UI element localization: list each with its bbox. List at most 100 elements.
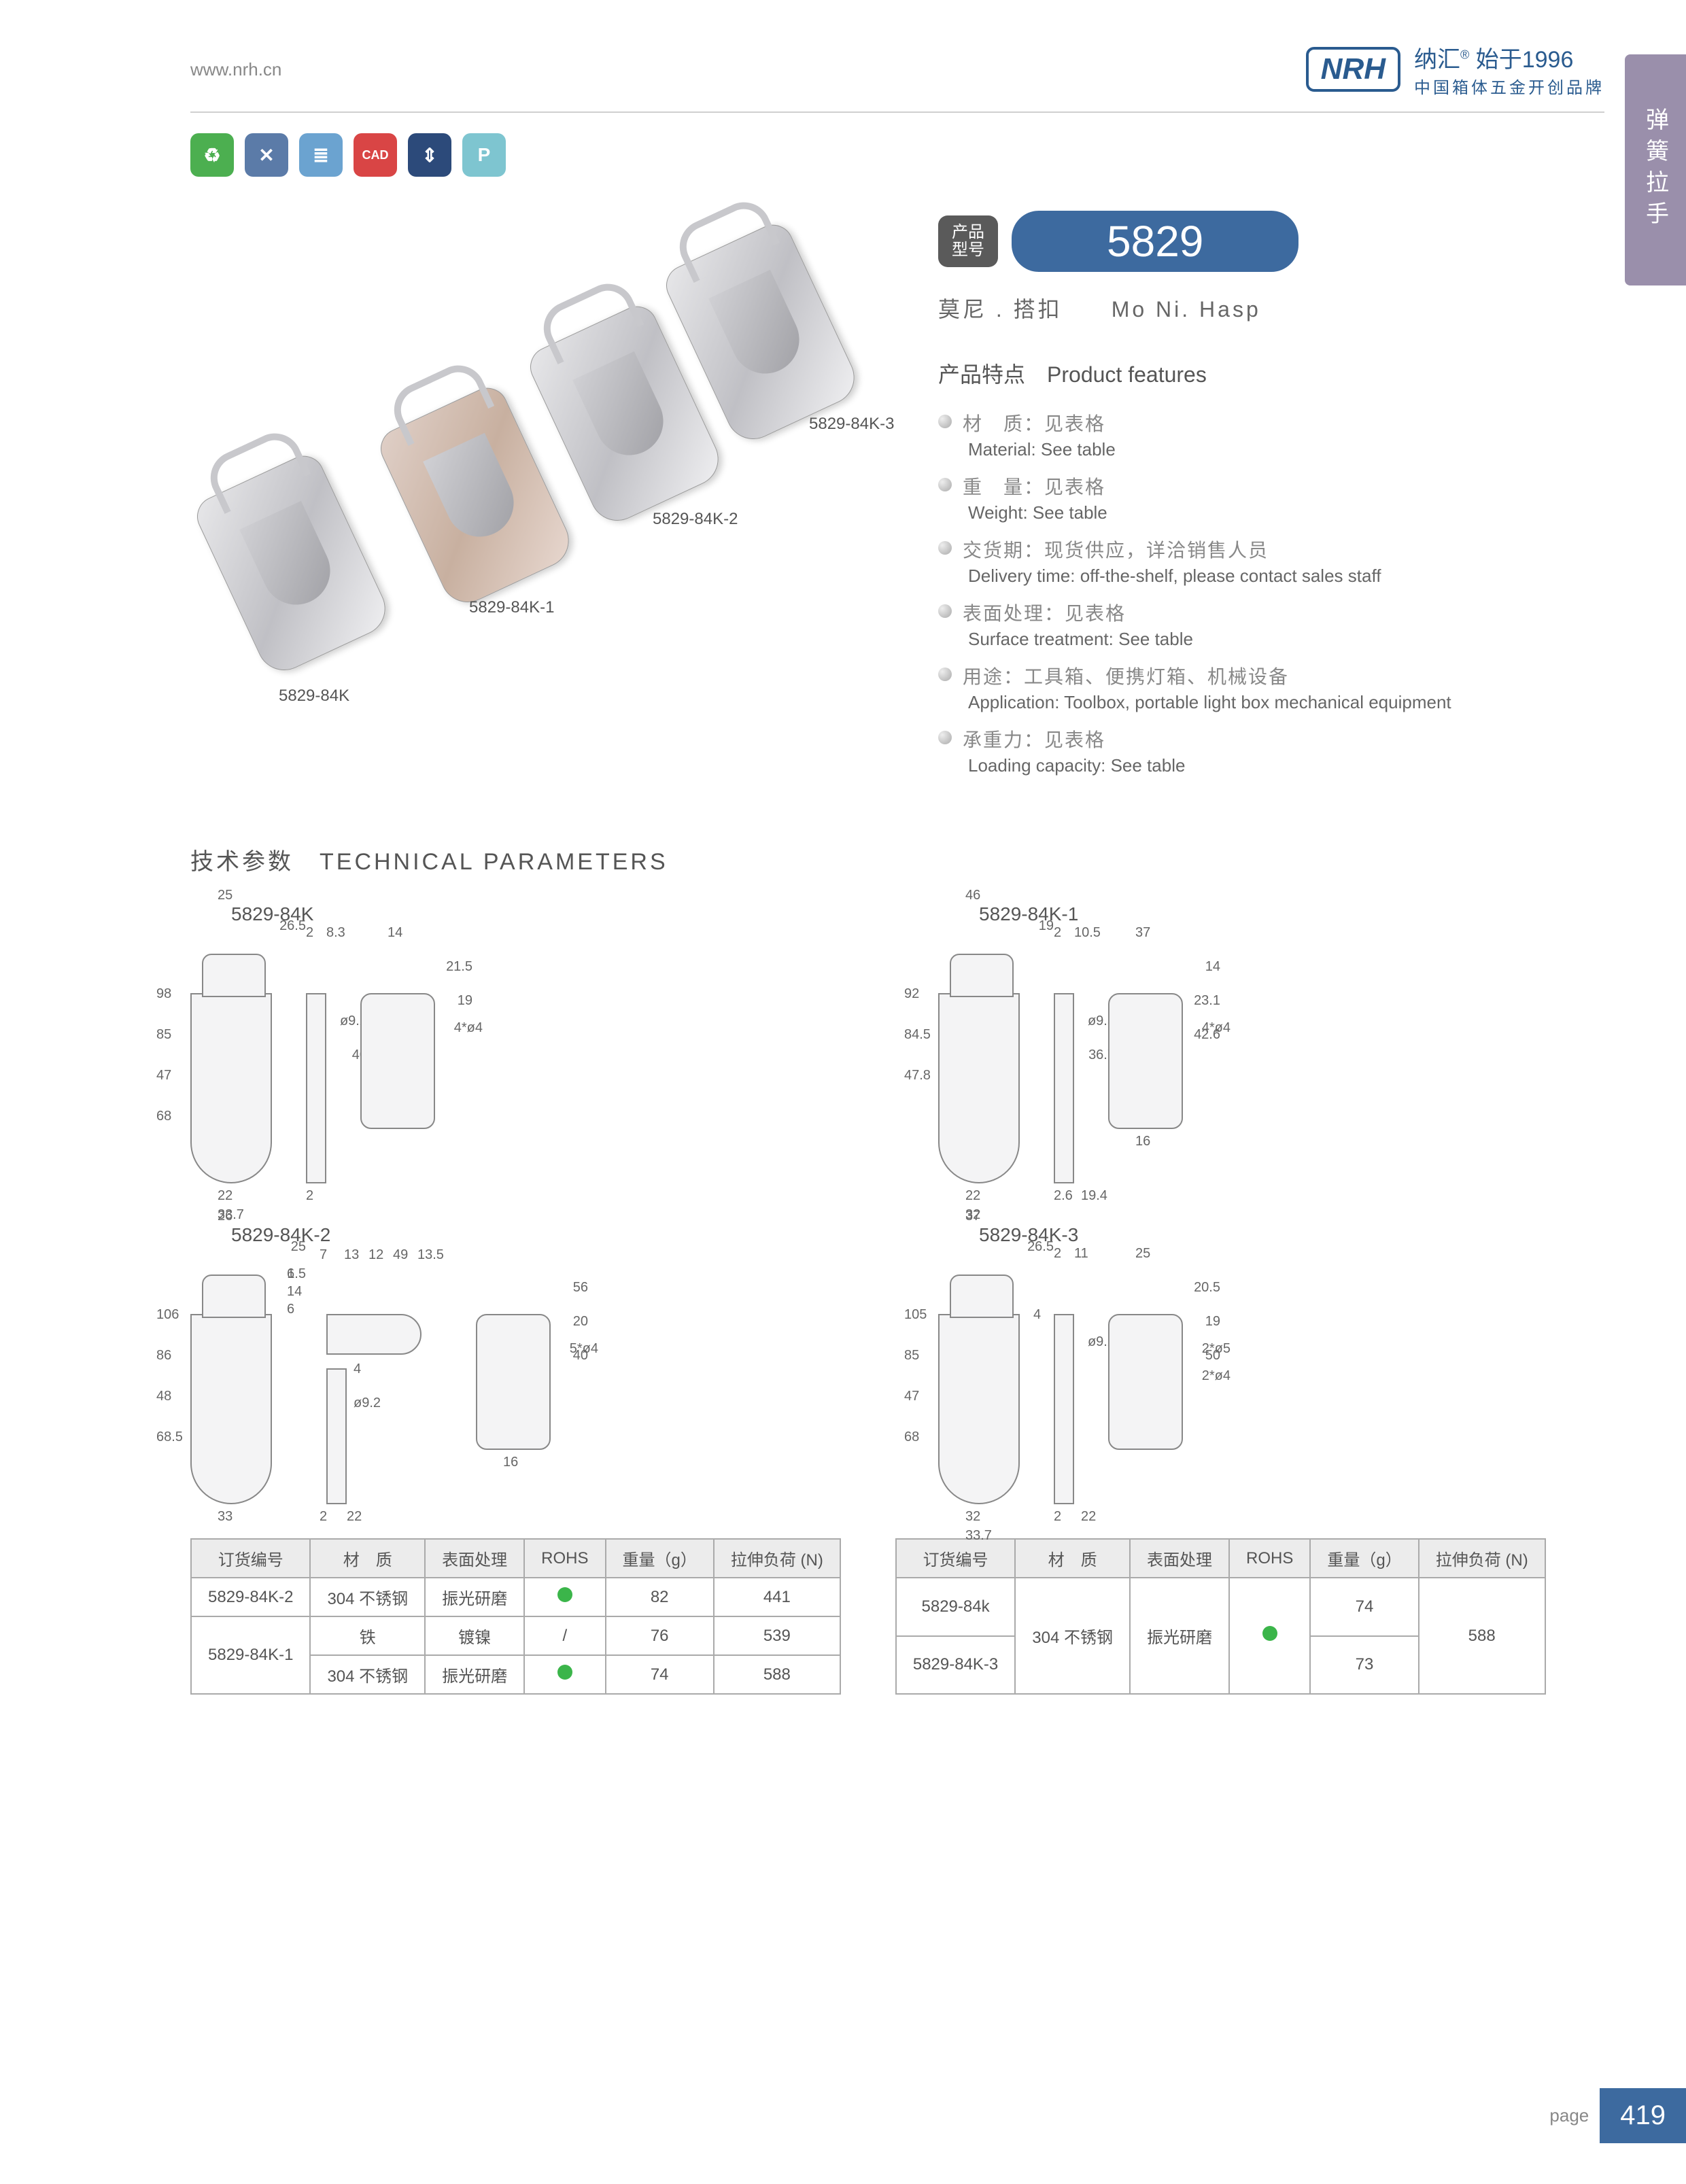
website-url: www.nrh.cn	[190, 59, 281, 80]
feature-en: Weight: See table	[968, 502, 1604, 523]
brand-logo: NRH	[1306, 47, 1400, 92]
table-cell: 539	[714, 1616, 840, 1655]
page-number: 419	[1600, 2088, 1686, 2143]
feature-item: 交货期：现货供应，详洽销售人员 Delivery time: off-the-s…	[938, 536, 1604, 587]
feature-en: Material: See table	[968, 439, 1604, 460]
features-title: 产品特点 Product features	[938, 358, 1604, 389]
drawing-side-view	[1054, 993, 1074, 1183]
table-cell: 304 不锈钢	[310, 1578, 425, 1616]
feature-item: 承重力：见表格 Loading capacity: See table	[938, 725, 1604, 776]
table-cell: 588	[714, 1655, 840, 1694]
table-cell: /	[524, 1616, 605, 1655]
drawing-label: 5829-84K	[231, 903, 857, 925]
model-badge: 产品 型号 5829	[938, 211, 1604, 272]
feature-item: 材 质：见表格 Material: See table	[938, 409, 1604, 460]
feature-cn: 用途：工具箱、便携灯箱、机械设备	[963, 662, 1604, 689]
feature-en: Application: Toolbox, portable light box…	[968, 692, 1604, 713]
page-label: page	[1549, 2105, 1600, 2126]
features-list: 材 质：见表格 Material: See table 重 量：见表格 Weig…	[938, 409, 1604, 776]
table-cell: 82	[606, 1578, 714, 1616]
bullet-icon	[938, 604, 952, 618]
hasp-image-1	[190, 449, 394, 679]
drawing-block: 5829-84K-3 105854768373233.726.5211222ø9…	[938, 1224, 1604, 1504]
bullet-icon	[938, 668, 952, 681]
table-cell	[1229, 1578, 1310, 1694]
feature-icon: CAD	[354, 133, 397, 177]
hasp-label-3: 5829-84K-2	[653, 510, 738, 529]
feature-en: Loading capacity: See table	[968, 755, 1604, 776]
table-cell	[524, 1655, 605, 1694]
hasp-label-1: 5829-84K	[279, 687, 349, 706]
bullet-icon	[938, 541, 952, 555]
drawing-label: 5829-84K-3	[979, 1224, 1604, 1246]
feature-icon: ⇕	[408, 133, 451, 177]
brand-main: 纳汇® 始于1996	[1414, 41, 1604, 74]
table-cell: 76	[606, 1616, 714, 1655]
table-cell: 74	[606, 1655, 714, 1694]
model-number: 5829	[1012, 211, 1298, 272]
drawing-block: 5829-84K-2 106864868.52633251.5713124913…	[190, 1224, 857, 1504]
table-cell: 5829-84K-1	[191, 1616, 310, 1694]
rohs-dot-icon	[557, 1665, 572, 1680]
table-header: ROHS	[1229, 1539, 1310, 1578]
table-cell: 441	[714, 1578, 840, 1616]
table-cell: 74	[1310, 1578, 1418, 1636]
feature-en: Delivery time: off-the-shelf, please con…	[968, 566, 1604, 587]
bullet-icon	[938, 478, 952, 491]
table-cell: 振光研磨	[1130, 1578, 1229, 1694]
table-cell	[524, 1578, 605, 1616]
drawing-block: 5829-84K 98854768252233.726.528.32ø9.240…	[190, 903, 857, 1183]
drawing-front-view	[938, 993, 1020, 1183]
page-number-block: page 419	[1549, 2088, 1686, 2143]
hasp-label-4: 5829-84K-3	[809, 415, 894, 434]
feature-item: 重 量：见表格 Weight: See table	[938, 472, 1604, 523]
table-header: 拉伸负荷 (N)	[714, 1539, 840, 1578]
drawing-side-view	[306, 993, 326, 1183]
table-header: 拉伸负荷 (N)	[1419, 1539, 1545, 1578]
table-header: 订货编号	[191, 1539, 310, 1578]
table-cell: 5829-84K-3	[896, 1636, 1015, 1695]
brand-text: 纳汇® 始于1996 中国箱体五金开创品牌	[1414, 41, 1604, 98]
spec-table-left: 订货编号材 质表面处理ROHS重量（g）拉伸负荷 (N) 5829-84K-2 …	[190, 1538, 841, 1695]
table-header: 材 质	[310, 1539, 425, 1578]
table-cell: 铁	[310, 1616, 425, 1655]
hasp-label-2: 5829-84K-1	[469, 598, 554, 617]
feature-icons-row: ♻✕≣CAD⇕P	[190, 133, 1604, 177]
drawing-front-view	[938, 1314, 1020, 1504]
table-header: 重量（g）	[1310, 1539, 1418, 1578]
table-header: ROHS	[524, 1539, 605, 1578]
model-name: 莫尼 . 搭扣 Mo Ni. Hasp	[938, 292, 1604, 324]
spec-table-right: 订货编号材 质表面处理ROHS重量（g）拉伸负荷 (N) 5829-84k 30…	[895, 1538, 1546, 1695]
drawing-front-view	[190, 1314, 272, 1504]
feature-cn: 表面处理：见表格	[963, 599, 1604, 626]
spec-tables: 订货编号材 质表面处理ROHS重量（g）拉伸负荷 (N) 5829-84K-2 …	[190, 1538, 1604, 1695]
table-header: 订货编号	[896, 1539, 1015, 1578]
table-cell: 镀镍	[425, 1616, 524, 1655]
bullet-icon	[938, 731, 952, 744]
drawing-block: 5829-84K-1 9284.547.846223219210.52.619.…	[938, 903, 1604, 1183]
table-cell: 5829-84k	[896, 1578, 1015, 1636]
table-cell: 振光研磨	[425, 1655, 524, 1694]
drawing-plate-view	[360, 993, 435, 1129]
page-header: www.nrh.cn NRH 纳汇® 始于1996 中国箱体五金开创品牌	[190, 41, 1604, 113]
side-category-tab: 弹簧拉手	[1625, 54, 1686, 285]
catalog-page: www.nrh.cn NRH 纳汇® 始于1996 中国箱体五金开创品牌 弹簧拉…	[0, 0, 1686, 2184]
feature-cn: 交货期：现货供应，详洽销售人员	[963, 536, 1604, 563]
drawing-front-view	[190, 993, 272, 1183]
feature-cn: 重 量：见表格	[963, 472, 1604, 500]
feature-icon: P	[462, 133, 506, 177]
table-header: 表面处理	[425, 1539, 524, 1578]
drawing-label: 5829-84K-2	[231, 1224, 857, 1246]
rohs-dot-icon	[557, 1587, 572, 1602]
table-cell: 5829-84K-2	[191, 1578, 310, 1616]
drawing-label: 5829-84K-1	[979, 903, 1604, 925]
table-cell: 73	[1310, 1636, 1418, 1695]
brand-block: NRH 纳汇® 始于1996 中国箱体五金开创品牌	[1306, 41, 1604, 98]
table-header: 重量（g）	[606, 1539, 714, 1578]
drawing-plate-view	[476, 1314, 551, 1450]
tech-params-title: 技术参数 TECHNICAL PARAMETERS	[190, 843, 1604, 876]
table-cell: 振光研磨	[425, 1578, 524, 1616]
bullet-icon	[938, 415, 952, 428]
feature-cn: 材 质：见表格	[963, 409, 1604, 436]
feature-icon: ≣	[299, 133, 343, 177]
